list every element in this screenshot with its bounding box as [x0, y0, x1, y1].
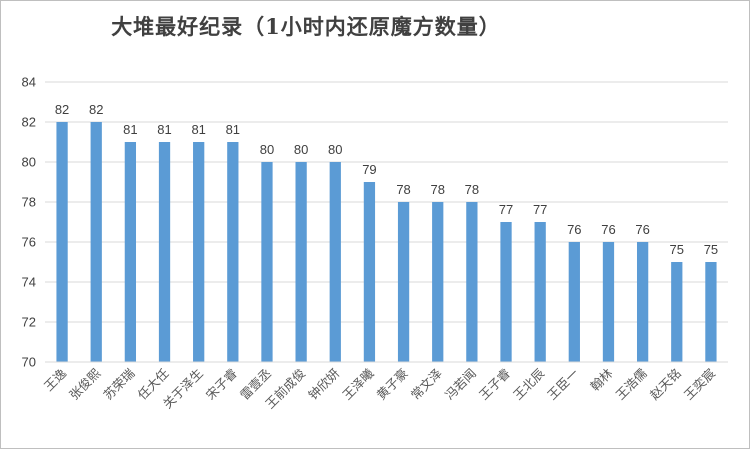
data-label: 80 — [294, 142, 308, 157]
data-label: 78 — [430, 182, 444, 197]
bar — [363, 182, 376, 362]
bars — [56, 122, 717, 362]
category-label: 冯若闻 — [442, 366, 479, 403]
data-label: 80 — [328, 142, 342, 157]
category-label: 黄子豪 — [374, 366, 411, 403]
y-axis-tick-labels: 70 72 74 76 78 80 82 84 — [22, 75, 36, 370]
data-labels: 82 82 81 81 81 81 80 80 80 79 78 78 78 77 77 76 76 76 75 75 — [55, 102, 718, 257]
category-label: 王泽曦 — [339, 365, 376, 402]
category-label: 王逸 — [41, 365, 70, 394]
x-axis-category-labels: 王逸张俊熙苏荣瑞任大任关于泽生宋子睿雷壹丞王前成俊钟欣妍王泽曦黄子豪常文泽冯若闻… — [41, 365, 718, 411]
bar — [193, 142, 205, 362]
gridlines — [45, 81, 728, 323]
data-label: 76 — [567, 222, 581, 237]
category-label: 王奕宸 — [681, 365, 718, 402]
bar — [671, 262, 683, 362]
data-label: 76 — [635, 222, 649, 237]
data-label: 75 — [704, 242, 718, 257]
bar — [705, 262, 717, 362]
data-label: 81 — [123, 122, 137, 137]
data-label: 78 — [465, 182, 479, 197]
data-label: 78 — [396, 182, 410, 197]
category-label: 宋子睿 — [203, 365, 240, 402]
category-label: 常文泽 — [408, 366, 445, 403]
bar — [432, 202, 444, 362]
data-label: 81 — [191, 122, 205, 137]
category-label: 赵天铭 — [647, 366, 684, 403]
bar — [90, 122, 102, 362]
category-label: 王北辰 — [510, 365, 547, 402]
category-label: 王子睿 — [476, 365, 513, 402]
y-tick-label: 76 — [22, 235, 36, 250]
data-label: 81 — [226, 122, 240, 137]
data-label: 77 — [499, 202, 513, 217]
category-label: 王臣一 — [544, 366, 581, 403]
bar — [158, 142, 171, 362]
bar — [56, 122, 68, 362]
y-tick-label: 80 — [22, 155, 36, 170]
y-tick-label: 78 — [22, 195, 36, 210]
bar — [261, 162, 273, 362]
bar — [466, 202, 478, 362]
bar — [227, 142, 239, 362]
data-label: 76 — [601, 222, 615, 237]
bar — [636, 242, 649, 362]
data-label: 79 — [362, 162, 376, 177]
category-label: 苏荣瑞 — [100, 366, 137, 403]
bar — [534, 222, 546, 362]
data-label: 77 — [533, 202, 547, 217]
data-label: 75 — [670, 242, 684, 257]
bar — [602, 242, 615, 362]
chart-title: 大堆最好纪录（1小时内还原魔方数量） — [111, 14, 501, 39]
y-tick-label: 82 — [22, 115, 36, 130]
data-label: 82 — [89, 102, 103, 117]
y-tick-label: 84 — [22, 75, 36, 90]
bar — [568, 242, 580, 362]
category-label: 钟欣妍 — [305, 366, 342, 403]
y-tick-label: 72 — [22, 315, 36, 330]
data-label: 81 — [157, 122, 171, 137]
y-tick-label: 74 — [22, 275, 36, 290]
bar — [500, 222, 512, 362]
bar — [124, 142, 137, 362]
data-label: 80 — [260, 142, 274, 157]
bar — [295, 162, 307, 362]
data-label: 82 — [55, 102, 69, 117]
bar — [397, 202, 410, 362]
category-label: 王浩儒 — [613, 366, 650, 403]
category-label: 翰林 — [587, 365, 616, 394]
category-label: 张俊熙 — [66, 365, 103, 402]
y-tick-label: 70 — [22, 355, 36, 370]
bar — [329, 162, 341, 362]
